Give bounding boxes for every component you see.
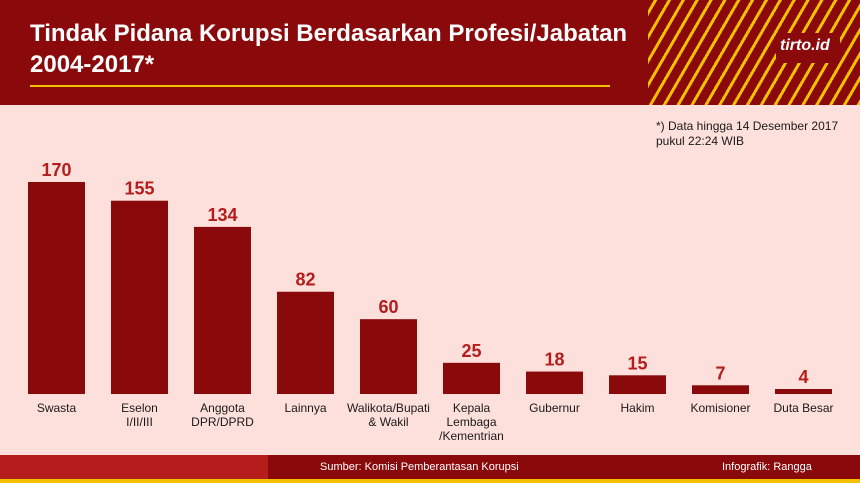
category-label-9: Duta Besar: [773, 401, 833, 415]
data-note: *) Data hingga 14 Desember 2017 pukul 22…: [656, 119, 851, 149]
chart-title-line1: Tindak Pidana Korupsi Berdasarkan Profes…: [30, 20, 628, 47]
value-label-4: 60: [378, 297, 398, 317]
category-label-5: Kepala Lembaga/Kementrian: [439, 401, 504, 443]
header-banner: Tindak Pidana Korupsi Berdasarkan Profes…: [0, 0, 860, 105]
value-label-8: 7: [715, 363, 725, 383]
title-underline: [30, 85, 610, 87]
category-label-2: Anggota DPR/DPRD: [191, 401, 254, 429]
category-label-3: Lainnya: [284, 401, 326, 415]
category-label-1: Eselon I/II/III: [121, 401, 158, 429]
category-label-6: Gubernur: [529, 401, 580, 415]
brand-logo: tirto.id: [776, 33, 840, 63]
chart-title-line2: 2004-2017*: [30, 51, 155, 78]
credit-text: Infografik: Rangga: [722, 461, 812, 473]
bar-5: [443, 362, 500, 394]
bar-4: [360, 319, 417, 394]
bar-1: [111, 200, 168, 394]
brand-logo-text: tirto.id: [780, 37, 830, 54]
data-note-line1: *) Data hingga 14 Desember 2017: [656, 119, 839, 133]
value-label-9: 4: [798, 367, 808, 387]
footer-accent-line: [0, 479, 860, 483]
value-label-5: 25: [461, 341, 481, 361]
category-label-7: Hakim: [620, 401, 654, 415]
bar-9: [775, 389, 832, 394]
chart-title: Tindak Pidana Korupsi Berdasarkan Profes…: [30, 18, 630, 80]
bar-8: [692, 385, 749, 394]
value-label-3: 82: [295, 270, 315, 290]
footer-accent: [0, 455, 268, 483]
category-label-8: Komisioner: [690, 401, 750, 415]
bar-2: [194, 226, 251, 394]
source-text: Sumber: Komisi Pemberantasan Korupsi: [320, 461, 519, 473]
value-label-2: 134: [207, 205, 237, 225]
bar-chart: 170 Swasta 155 Eselon I/II/III 134 Anggota DPR/…: [28, 160, 834, 443]
footer-bar: Sumber: Komisi Pemberantasan Korupsi Inf…: [0, 455, 860, 483]
bar-3: [277, 291, 334, 394]
bar-6: [526, 371, 583, 394]
data-note-line2: pukul 22:24 WIB: [656, 134, 745, 148]
category-label-4: Walikota/Bupati & Wakil: [347, 401, 430, 429]
value-label-0: 170: [41, 160, 71, 180]
value-label-6: 18: [544, 350, 564, 370]
bar-7: [609, 375, 666, 394]
bar-0: [28, 182, 85, 394]
value-label-7: 15: [627, 353, 647, 373]
value-label-1: 155: [124, 179, 154, 199]
category-label-0: Swasta: [37, 401, 77, 415]
